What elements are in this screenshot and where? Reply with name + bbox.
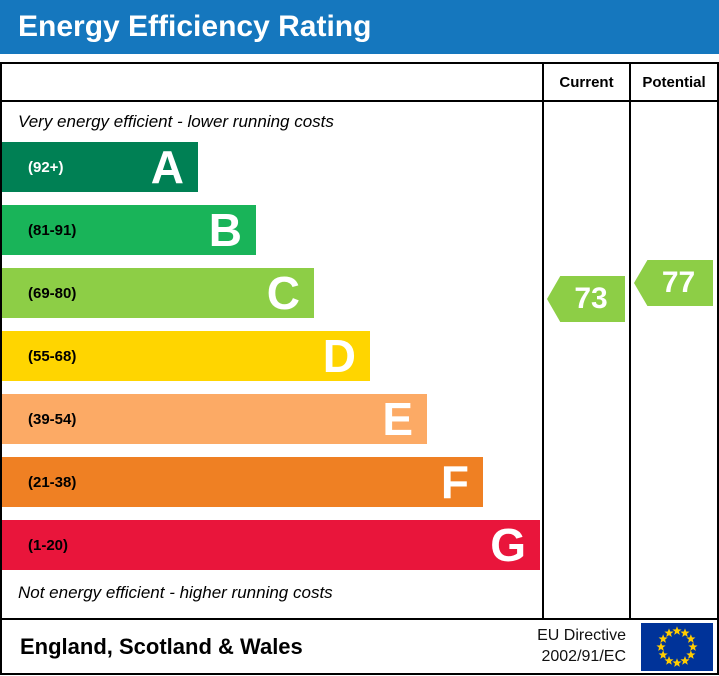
- band-letter: F: [440, 456, 469, 508]
- eu-directive-line1: EU Directive: [537, 626, 626, 644]
- rating-band-bar: (39-54) E: [2, 394, 427, 444]
- rating-band-bar: (21-38) F: [2, 457, 483, 507]
- band-range-label: (1-20): [28, 536, 69, 554]
- rating-band-bar: (55-68) D: [2, 331, 370, 381]
- potential-rating-indicator: 77: [634, 260, 713, 306]
- rating-table: Current Potential Very energy efficient …: [0, 62, 719, 675]
- table-header-spacer: [2, 64, 542, 100]
- rating-band-bar: (81-91) B: [2, 205, 256, 255]
- bottom-caption: Not energy efficient - higher running co…: [18, 583, 333, 602]
- eu-flag-icon: [640, 622, 714, 671]
- current-rating-indicator: 73: [547, 276, 625, 322]
- rating-band-row: (39-54) E: [2, 394, 542, 444]
- band-letter: C: [266, 267, 300, 319]
- page-title-banner: Energy Efficiency Rating: [0, 0, 719, 54]
- rating-bands: (92+) A (81-91) B (69-80) C (55-68) D (3…: [2, 142, 542, 570]
- top-caption: Very energy efficient - lower running co…: [18, 112, 334, 131]
- eu-directive-line2: 2002/91/EC: [541, 647, 626, 665]
- current-column-header: Current: [542, 64, 629, 100]
- current-rating-column: 73: [542, 102, 629, 618]
- rating-scale-column: Very energy efficient - lower running co…: [2, 102, 542, 618]
- potential-rating-value: 77: [661, 266, 696, 299]
- table-body: Very energy efficient - lower running co…: [2, 102, 717, 618]
- band-range-label: (69-80): [28, 284, 77, 302]
- band-letter: B: [208, 204, 242, 256]
- page-title: Energy Efficiency Rating: [18, 10, 372, 43]
- rating-band-row: (81-91) B: [2, 205, 542, 255]
- rating-band-bar: (92+) A: [2, 142, 198, 192]
- band-range-label: (39-54): [28, 410, 77, 428]
- table-footer-row: England, Scotland & Wales EU Directive 2…: [2, 618, 717, 673]
- potential-column-header: Potential: [629, 64, 717, 100]
- table-header-row: Current Potential: [2, 64, 717, 102]
- rating-band-bar: (69-80) C: [2, 268, 314, 318]
- rating-band-row: (55-68) D: [2, 331, 542, 381]
- eu-directive-label: EU Directive 2002/91/EC: [537, 626, 640, 668]
- band-letter: A: [150, 141, 184, 193]
- region-label: England, Scotland & Wales: [20, 633, 303, 659]
- potential-rating-column: 77: [629, 102, 717, 618]
- band-letter: G: [490, 519, 526, 571]
- band-range-label: (21-38): [28, 473, 77, 491]
- band-letter: E: [382, 393, 413, 445]
- band-letter: D: [322, 330, 356, 382]
- rating-band-row: (21-38) F: [2, 457, 542, 507]
- rating-band-bar: (1-20) G: [2, 520, 540, 570]
- rating-band-row: (92+) A: [2, 142, 542, 192]
- current-rating-value: 73: [574, 282, 608, 315]
- rating-band-row: (69-80) C: [2, 268, 542, 318]
- rating-band-row: (1-20) G: [2, 520, 542, 570]
- band-range-label: (55-68): [28, 347, 77, 365]
- band-range-label: (92+): [28, 158, 64, 176]
- band-range-label: (81-91): [28, 221, 77, 239]
